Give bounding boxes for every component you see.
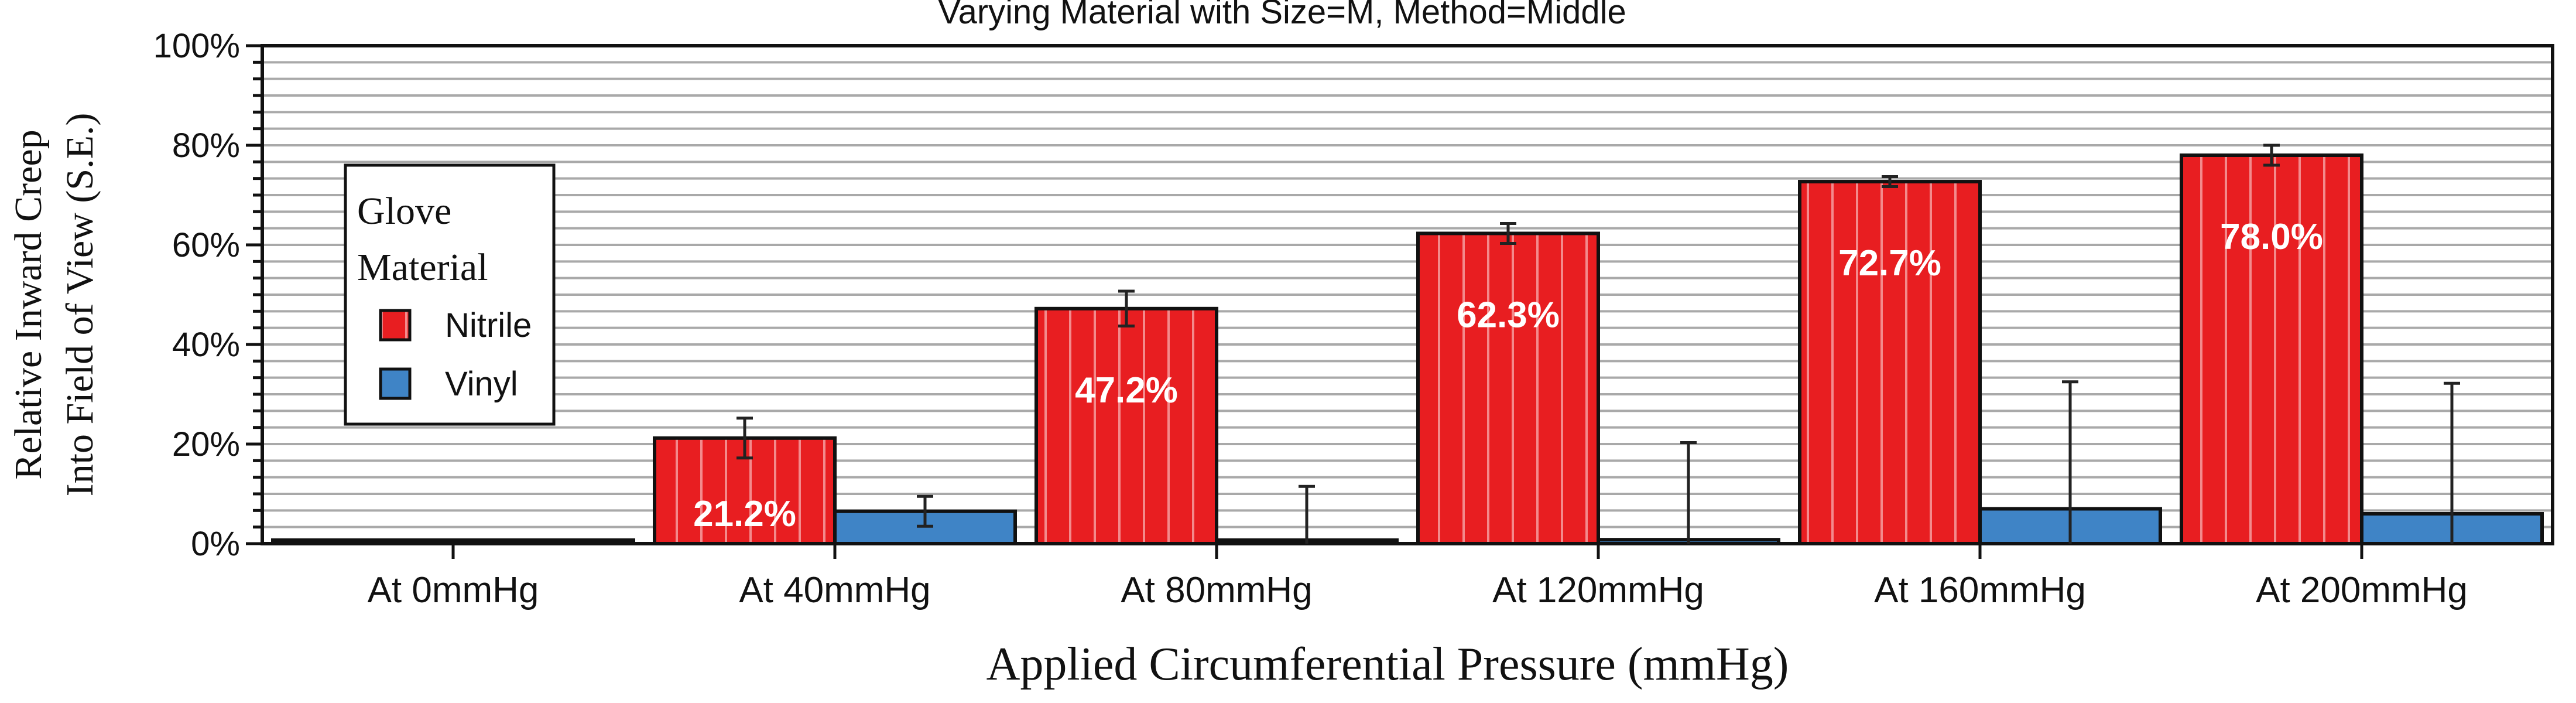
legend-title-line-2: Material bbox=[357, 246, 488, 289]
bar-nitrile bbox=[271, 538, 455, 545]
x-tick-label: At 160mmHg bbox=[1874, 570, 2086, 610]
legend-swatch-vinyl bbox=[379, 367, 412, 400]
y-tick-label: 100% bbox=[153, 27, 240, 65]
bar-nitrile bbox=[1798, 180, 1982, 545]
legend-label-nitrile: Nitrile bbox=[445, 306, 532, 344]
y-axis-label-line-1: Relative Inward Creep bbox=[7, 129, 50, 479]
x-tick-label: At 120mmHg bbox=[1492, 570, 1704, 610]
y-axis-label-line-2: Into Field of View (S.E.) bbox=[59, 113, 101, 497]
data-label: 21.2% bbox=[693, 494, 796, 534]
legend-swatch-nitrile bbox=[379, 309, 412, 342]
x-tick-label: At 80mmHg bbox=[1121, 570, 1312, 610]
bar-nitrile bbox=[1034, 306, 1218, 545]
grid-lines bbox=[262, 45, 2553, 545]
legend-title-line-1: Glove bbox=[357, 190, 451, 233]
bars: 21.2% 47.2% 62.3% 72.7% 78.0% bbox=[271, 144, 2544, 546]
bar-nitrile bbox=[2180, 153, 2363, 545]
x-axis: At 0mmHg At 40mmHg At 80mmHg At 120mmHg At 1… bbox=[368, 544, 2468, 610]
x-axis-label: Applied Circumferential Pressure (mmHg) bbox=[986, 639, 1789, 690]
y-tick-label: 60% bbox=[172, 226, 240, 264]
bar-nitrile bbox=[1416, 231, 1600, 545]
legend-label-vinyl: Vinyl bbox=[445, 365, 518, 403]
y-tick-label: 40% bbox=[172, 326, 240, 364]
y-tick-label: 0% bbox=[191, 525, 240, 563]
y-axis-label: Relative Inward Creep Into Field of View… bbox=[7, 113, 101, 497]
data-label: 47.2% bbox=[1075, 370, 1178, 411]
bar-vinyl bbox=[451, 538, 635, 545]
legend: Glove Material Nitrile Vinyl bbox=[344, 163, 556, 426]
data-label: 62.3% bbox=[1457, 295, 1560, 335]
x-tick-label: At 200mmHg bbox=[2256, 570, 2468, 610]
y-tick-label: 80% bbox=[172, 127, 240, 165]
x-tick-label: At 40mmHg bbox=[739, 570, 930, 610]
y-axis: 0% 20% 40% 60% 80% 100% bbox=[153, 27, 262, 563]
x-tick-label: At 0mmHg bbox=[368, 570, 539, 610]
chart-title: Varying Material with Size=M, Method=Mid… bbox=[938, 0, 1626, 31]
data-label: 72.7% bbox=[1838, 243, 1941, 284]
data-label: 78.0% bbox=[2220, 217, 2323, 257]
y-tick-label: 20% bbox=[172, 425, 240, 463]
